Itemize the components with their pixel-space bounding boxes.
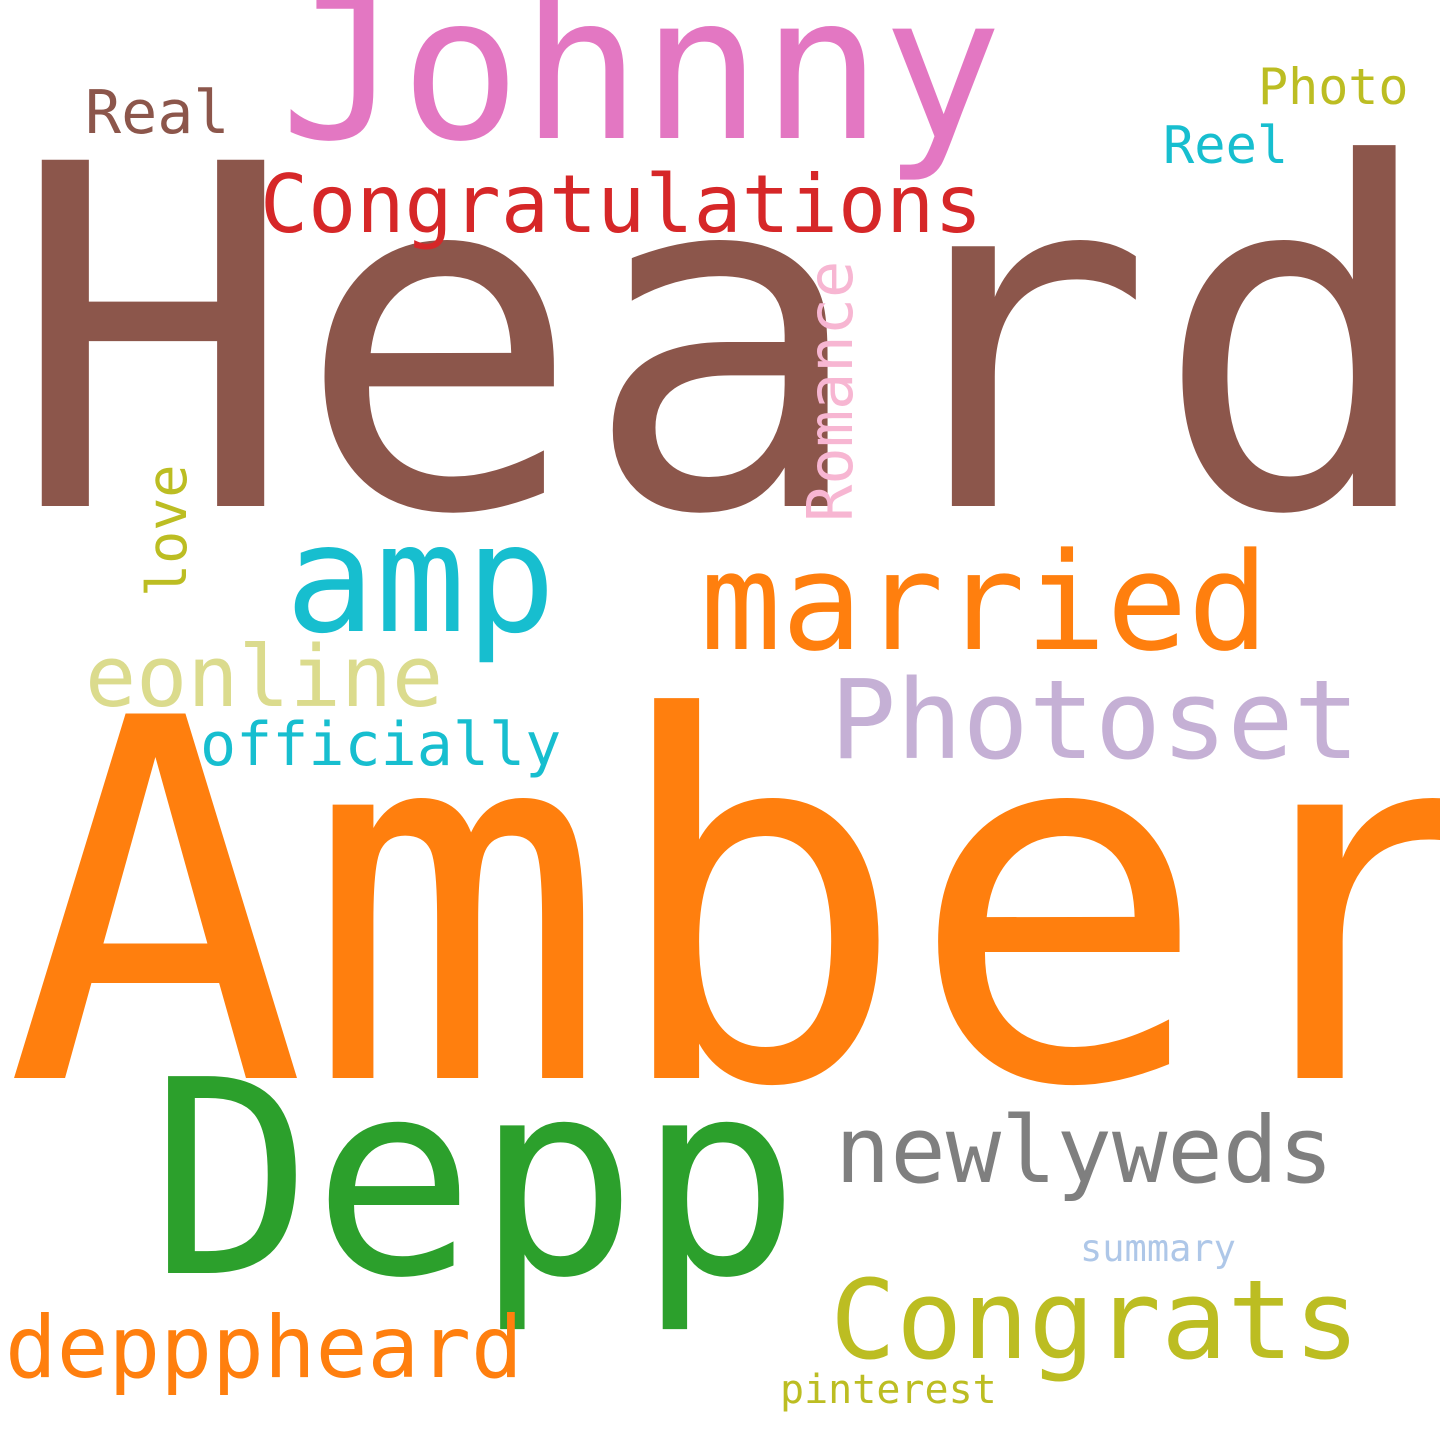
word-officially: officially xyxy=(200,710,562,780)
word-photoset: Photoset xyxy=(830,656,1360,784)
word-congratulations: Congratulations xyxy=(260,158,983,251)
word-pinterest: pinterest xyxy=(780,1367,997,1413)
word-heard: Heard xyxy=(10,66,1440,619)
word-congrats: Congrats xyxy=(830,1256,1360,1384)
word-summary: summary xyxy=(1080,1227,1236,1270)
word-photo: Photo xyxy=(1258,58,1409,116)
word-newlyweds: newlyweds xyxy=(835,1097,1334,1204)
word-real: Real xyxy=(85,78,230,148)
word-love: love xyxy=(135,464,199,597)
word-johnny: Johnny xyxy=(280,0,1003,186)
word-deppheard: depppheard xyxy=(5,1298,523,1398)
word-amber: Amber xyxy=(5,614,1440,1196)
word-amp: amp xyxy=(285,493,556,667)
word-married: married xyxy=(700,524,1269,681)
word-reel: Reel xyxy=(1163,116,1289,176)
word-depp: Depp xyxy=(150,1022,801,1337)
word-romance: Romance xyxy=(794,260,867,522)
word-eonline: eonline xyxy=(85,628,444,727)
